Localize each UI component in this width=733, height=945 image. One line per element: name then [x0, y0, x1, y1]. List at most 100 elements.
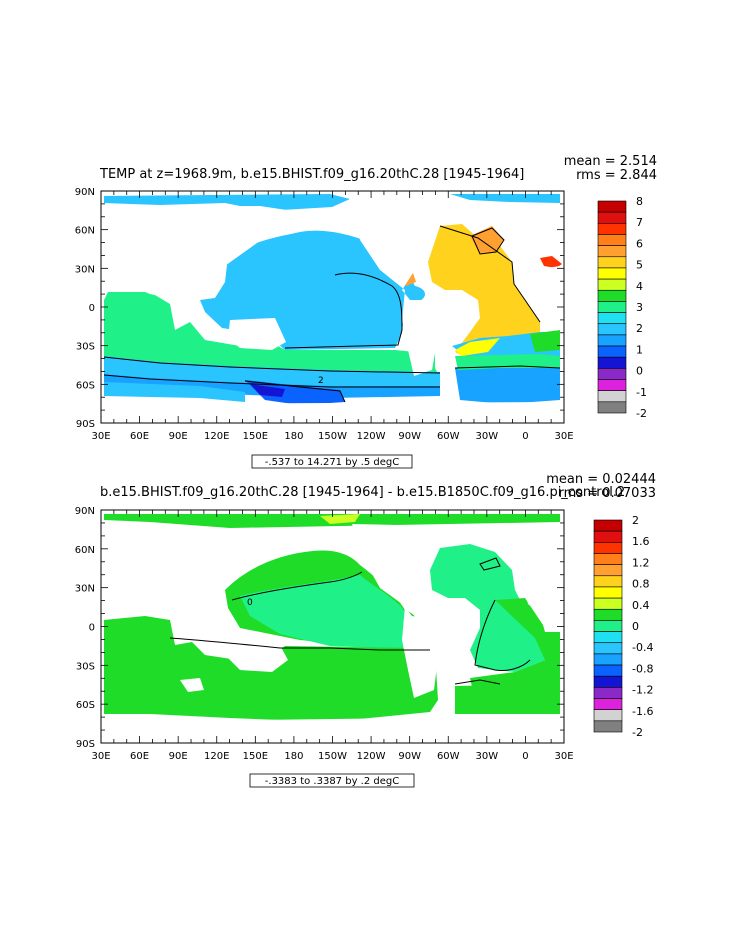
panel-2-axis-labels: 30E 60E 90E 120E 150E 180 150W 120W 90W 60W 30W 0 30… [75, 506, 574, 762]
panel-2-range-box [249, 773, 415, 788]
colorbar-swatch [597, 234, 627, 246]
colorbar-label: 0.8 [632, 578, 650, 591]
panel-1-ticks [100, 190, 565, 424]
x-tick-label: 30E [91, 751, 110, 762]
panel-2-contours [169, 557, 531, 685]
x-tick-label: 60W [437, 431, 460, 442]
colorbar-swatch [593, 664, 623, 677]
p2-land-africa [525, 582, 560, 632]
p2-north-atlantic [430, 544, 545, 672]
y-tick-label: 60N [75, 545, 95, 556]
p1-land-americas [350, 206, 445, 376]
p2-labrador [478, 556, 500, 570]
x-tick-label: 0 [522, 751, 528, 762]
colorbar-label: 8 [636, 195, 643, 208]
p1-so-deep [245, 380, 345, 405]
colorbar-swatch [597, 200, 627, 213]
colorbar-swatch [593, 575, 623, 588]
colorbar-swatch [597, 334, 627, 347]
colorbar-swatch [597, 267, 627, 280]
colorbar-label: 3 [636, 301, 643, 314]
p1-south-atlantic-green [530, 330, 560, 352]
colorbar-swatch [593, 542, 623, 554]
colorbar-swatch [593, 597, 623, 610]
panel-1-range-label: -.537 to 14.271 by .5 degC [265, 457, 399, 468]
p1-contour-1 [284, 272, 403, 349]
p1-med [540, 256, 562, 268]
colorbar-label: 1 [636, 343, 643, 356]
colorbar-swatch [593, 519, 623, 532]
p1-arctic [104, 194, 350, 211]
p2-contour-label: 0 [247, 598, 253, 608]
colorbar-swatch [597, 223, 627, 235]
p1-so-deepest [250, 384, 285, 397]
p2-contour-5 [454, 679, 501, 685]
x-tick-label: 150W [318, 751, 347, 762]
colorbar-swatch [597, 356, 627, 369]
x-tick-label: 150E [243, 431, 268, 442]
colorbar-swatch [593, 620, 623, 632]
panel-1-title: TEMP at z=1968.9m, b.e15.BHIST.f09_g16.2… [99, 167, 524, 182]
x-tick-label: 180 [284, 431, 303, 442]
colorbar-swatch [593, 530, 623, 543]
p2-pacific-cyan [240, 575, 420, 648]
colorbar-label: -1.2 [632, 684, 653, 697]
colorbar-swatch [597, 390, 627, 403]
colorbar-swatch [593, 698, 623, 710]
p1-indian-south [104, 292, 440, 384]
colorbar-swatch [597, 312, 627, 325]
panel-2-title: b.e15.BHIST.f09_g16.20thC.28 [1945-1964]… [100, 485, 625, 500]
x-tick-label: 60W [437, 751, 460, 762]
colorbar-swatch [593, 720, 623, 733]
panel-1-contours [103, 225, 561, 403]
y-tick-label: 30S [76, 661, 95, 672]
p2-arctic-yellow [320, 514, 360, 524]
panel-1: TEMP at z=1968.9m, b.e15.BHIST.f09_g16.2… [75, 154, 657, 469]
panel-2-rms: rms = 0.07033 [559, 486, 656, 501]
y-tick-label: 60S [76, 700, 95, 711]
colorbar-swatch [597, 401, 627, 414]
panel-1-range-box [251, 454, 413, 469]
panel-2-range-label: -.3383 to .3387 by .2 degC [265, 776, 399, 787]
y-tick-label: 90S [76, 739, 95, 750]
colorbar-swatch [593, 553, 623, 565]
p1-contour-2 [103, 356, 441, 374]
p1-north-atlantic [428, 224, 540, 360]
colorbar-swatch [597, 245, 627, 258]
x-tick-label: 120W [357, 431, 386, 442]
colorbar-swatch [593, 631, 623, 644]
p1-land-africa [520, 266, 560, 332]
y-tick-label: 0 [89, 623, 95, 634]
x-tick-label: 30W [476, 431, 499, 442]
colorbar-label: 1.2 [632, 556, 650, 569]
colorbar-swatch [593, 586, 623, 599]
colorbar-swatch [597, 379, 627, 391]
x-tick-label: 120E [204, 431, 229, 442]
p1-contour-4 [244, 380, 346, 403]
p1-arctic-east [450, 194, 560, 203]
panel-2-ticks [100, 509, 565, 744]
colorbar-swatch [597, 323, 627, 336]
p1-contour-7 [454, 365, 561, 369]
p1-land-australia [228, 318, 286, 350]
p2-land-islands [180, 678, 204, 692]
colorbar-label: -1.6 [632, 705, 653, 718]
colorbar-label: 0.4 [632, 599, 650, 612]
colorbar-swatch [597, 256, 627, 269]
p2-land-americas [352, 524, 445, 698]
panel-2-colorbar: 2 1.6 1.2 0.8 0.4 0 -0.4 -0.8 -1.2 -1.6 -2 [593, 514, 653, 739]
x-tick-label: 30E [554, 431, 573, 442]
p1-land-antarctica [104, 402, 560, 423]
y-tick-label: 30S [76, 342, 95, 353]
y-tick-label: 60N [75, 226, 95, 237]
colorbar-label: 7 [636, 216, 643, 229]
x-tick-label: 120W [357, 751, 386, 762]
p2-contour-4 [479, 557, 501, 571]
colorbar-label: -2 [636, 407, 647, 420]
p1-contour-6 [471, 227, 505, 255]
p1-land-africa-asia [130, 206, 300, 300]
p2-land-australia [228, 636, 288, 672]
colorbar-label: -0.8 [632, 662, 653, 675]
x-tick-label: 120E [204, 751, 229, 762]
colorbar-swatch [597, 211, 627, 224]
